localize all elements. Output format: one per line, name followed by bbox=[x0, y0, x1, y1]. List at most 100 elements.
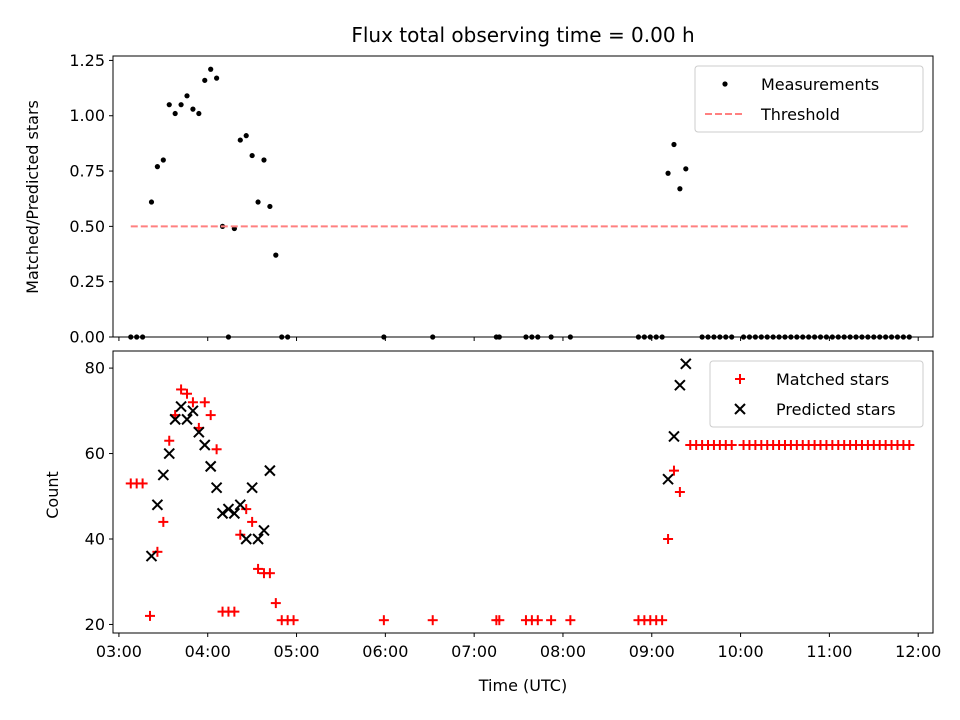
top-y-tick-label: 1.00 bbox=[69, 106, 105, 125]
measurement-point bbox=[877, 334, 883, 340]
measurement-point bbox=[535, 334, 541, 340]
predicted-star-point bbox=[216, 507, 229, 520]
measurement-point bbox=[746, 334, 753, 340]
top-y-tick-label: 0.75 bbox=[69, 162, 105, 181]
measurement-point bbox=[677, 186, 683, 192]
predicted-star-point bbox=[157, 469, 170, 481]
matched-star-point bbox=[532, 615, 543, 626]
measurement-point bbox=[140, 334, 146, 340]
measurement-point bbox=[641, 334, 647, 340]
measurement-point bbox=[841, 334, 847, 340]
matched-star-point bbox=[247, 516, 258, 527]
measurement-point bbox=[665, 170, 671, 176]
measurement-point bbox=[847, 334, 853, 340]
predicted-star-point bbox=[662, 473, 674, 485]
top-y-axis-label: Matched/Predicted stars bbox=[23, 100, 42, 294]
matched-star-point bbox=[187, 397, 198, 408]
measurement-point bbox=[806, 334, 812, 340]
top-legend-box bbox=[694, 65, 924, 133]
measurement-point bbox=[683, 166, 689, 172]
measurement-point bbox=[567, 334, 573, 340]
bottom-plot-frame bbox=[112, 350, 934, 634]
measurement-point bbox=[381, 334, 387, 340]
matched-star-point bbox=[152, 546, 163, 557]
measurement-point bbox=[894, 334, 901, 340]
predicted-star-point bbox=[258, 524, 270, 537]
x-tick-label: 04:00 bbox=[185, 642, 231, 661]
measurement-point bbox=[184, 93, 190, 99]
matched-star-point bbox=[270, 598, 281, 609]
legend-predicted-swatch bbox=[734, 403, 746, 415]
measurement-point bbox=[811, 334, 818, 340]
measurement-point bbox=[202, 77, 208, 83]
matched-star-point bbox=[726, 440, 737, 450]
predicted-star-point bbox=[193, 426, 205, 438]
measurement-point bbox=[853, 334, 859, 340]
predicted-star-point bbox=[252, 533, 264, 545]
matched-star-point bbox=[565, 615, 576, 626]
matched-star-point bbox=[235, 529, 246, 540]
measurement-point bbox=[865, 334, 871, 340]
measurement-point bbox=[148, 199, 155, 205]
measurement-point bbox=[823, 334, 830, 340]
matched-star-point bbox=[241, 504, 252, 515]
measurement-point bbox=[225, 334, 232, 340]
measurement-point bbox=[647, 334, 653, 340]
predicted-star-point bbox=[264, 464, 276, 477]
matched-star-point bbox=[199, 397, 210, 408]
measurement-point bbox=[835, 334, 841, 340]
measurement-point bbox=[653, 334, 659, 340]
measurement-point bbox=[430, 334, 436, 340]
measurement-point bbox=[671, 141, 677, 148]
measurement-point bbox=[285, 334, 291, 340]
predicted-star-point bbox=[246, 482, 258, 494]
measurement-point bbox=[871, 334, 877, 340]
x-tick-label: 12:00 bbox=[895, 642, 941, 661]
top-legend: Measurements Threshold bbox=[694, 65, 924, 133]
matched-star-point bbox=[546, 615, 557, 626]
predicted-star-point bbox=[210, 482, 223, 494]
measurement-point bbox=[190, 106, 196, 112]
predicted-star-point bbox=[680, 358, 692, 370]
measurement-point bbox=[279, 334, 285, 340]
measurement-point bbox=[829, 334, 835, 340]
matched-star-point bbox=[657, 615, 668, 626]
matched-star-point bbox=[253, 563, 264, 574]
measurement-point bbox=[817, 334, 824, 340]
x-axis-label: Time (UTC) bbox=[478, 676, 567, 695]
matched-star-point bbox=[663, 534, 674, 544]
measurement-point bbox=[717, 334, 723, 340]
legend-label: Predicted stars bbox=[776, 400, 896, 419]
top-plot-frame bbox=[112, 55, 934, 338]
measurement-point bbox=[523, 334, 529, 340]
top-panel: 0.00 0.25 0.50 0.75 1.00 1.25 Measurements Thre… bbox=[69, 51, 934, 347]
predicted-star-point bbox=[234, 499, 246, 511]
measurement-point bbox=[723, 334, 729, 340]
measurement-point bbox=[758, 334, 764, 340]
predicted-star-point bbox=[240, 533, 252, 545]
bottom-y-tick-label: 60 bbox=[85, 444, 105, 463]
matched-star-point bbox=[164, 435, 175, 446]
measurement-point bbox=[529, 334, 535, 340]
measurement-point bbox=[249, 152, 255, 159]
measurement-point bbox=[906, 334, 912, 340]
legend-label: Measurements bbox=[761, 75, 879, 94]
bottom-y-axis-label: Count bbox=[43, 471, 62, 519]
measurement-point bbox=[800, 334, 806, 340]
top-y-tick-label: 0.50 bbox=[69, 217, 105, 236]
matched-star-point bbox=[288, 615, 299, 626]
measurement-point bbox=[900, 334, 906, 340]
matched-star-point bbox=[264, 568, 275, 579]
matched-star-point bbox=[137, 478, 148, 489]
measurement-point bbox=[128, 334, 134, 340]
predicted-star-point bbox=[228, 507, 241, 520]
top-y-tick-label: 0.00 bbox=[69, 328, 105, 347]
predicted-star-point bbox=[163, 447, 175, 460]
measurement-point bbox=[659, 334, 665, 340]
predicted-star-point bbox=[668, 430, 680, 443]
bottom-legend-box bbox=[709, 360, 924, 428]
matched-star-point bbox=[205, 410, 216, 421]
measurement-point bbox=[548, 334, 554, 340]
matched-star-point bbox=[211, 444, 222, 455]
measurement-point bbox=[261, 157, 267, 163]
